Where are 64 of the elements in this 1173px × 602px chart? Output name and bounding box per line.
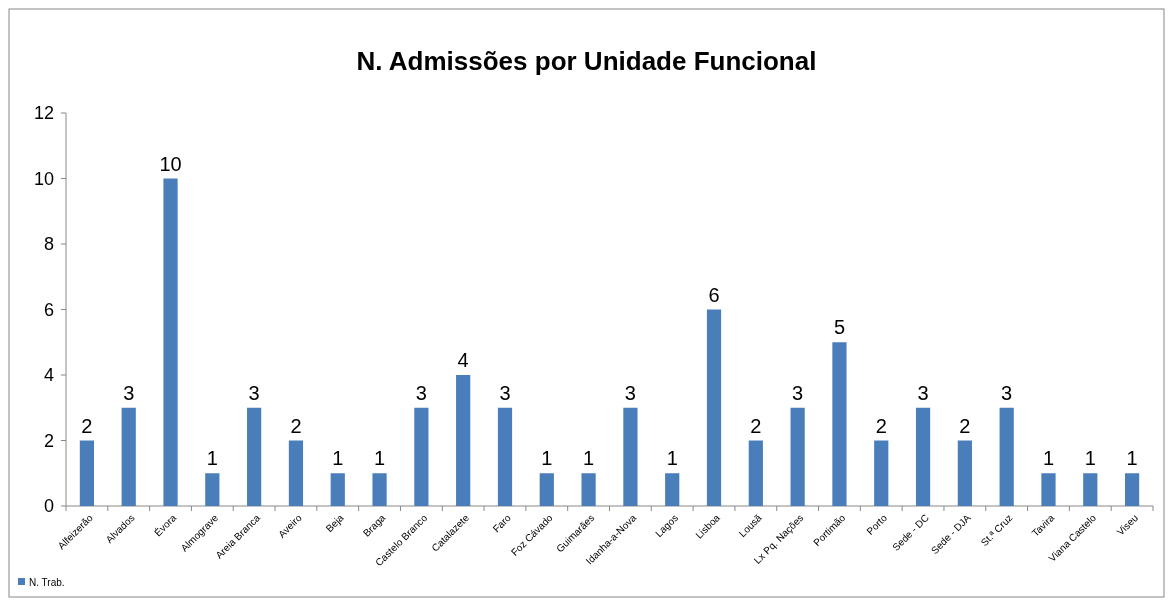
data-label: 3 — [123, 381, 135, 404]
bar — [414, 407, 429, 506]
data-label: 2 — [290, 414, 302, 437]
bar — [665, 473, 680, 506]
y-tick-label: 8 — [43, 234, 54, 255]
y-tick-label: 4 — [43, 365, 54, 386]
bar — [372, 473, 387, 506]
bar — [623, 407, 638, 506]
bar — [330, 473, 345, 506]
bar — [706, 309, 722, 506]
bar — [1083, 473, 1098, 506]
data-label: 3 — [248, 381, 260, 404]
data-label: 3 — [499, 381, 511, 404]
data-label: 1 — [1084, 447, 1096, 470]
bar — [497, 407, 513, 506]
bar — [247, 407, 262, 506]
bar — [790, 407, 805, 506]
bar — [163, 178, 178, 506]
y-tick-label: 2 — [43, 430, 54, 451]
bar — [1124, 473, 1140, 506]
chart-title: N. Admissões por Unidade Funcional — [356, 46, 817, 76]
data-label: 4 — [457, 349, 469, 371]
bar — [288, 440, 304, 506]
data-label: 1 — [583, 447, 595, 470]
bar — [539, 473, 554, 506]
data-label: 1 — [666, 447, 678, 470]
bar — [79, 440, 95, 506]
y-tick-label: 6 — [43, 299, 54, 320]
data-label: 2 — [81, 414, 93, 437]
bar — [957, 440, 972, 506]
data-label: 1 — [332, 447, 344, 470]
data-label: 1 — [541, 447, 553, 470]
bar — [832, 342, 847, 506]
bar — [874, 440, 889, 506]
data-label: 2 — [875, 414, 887, 437]
data-label: 1 — [1126, 447, 1138, 470]
bar — [999, 407, 1014, 506]
bar — [748, 440, 763, 506]
data-label: 3 — [415, 381, 427, 404]
y-tick-label: 10 — [33, 168, 54, 189]
data-label: 1 — [1042, 447, 1055, 470]
data-label: 10 — [159, 152, 182, 175]
data-label: 3 — [917, 381, 929, 404]
data-label: 3 — [792, 381, 804, 404]
data-label: 3 — [624, 381, 636, 404]
x-tick-label: Beja — [323, 511, 346, 535]
bar — [456, 375, 471, 506]
bar — [205, 473, 220, 506]
data-label: 5 — [833, 316, 845, 339]
data-label: 6 — [708, 283, 720, 306]
data-label: 2 — [750, 414, 762, 437]
y-tick-label: 12 — [33, 103, 54, 124]
data-label: 1 — [374, 447, 386, 470]
x-tick-label: Faro — [490, 511, 514, 535]
y-tick-label: 0 — [43, 496, 54, 517]
data-label: 2 — [959, 414, 971, 437]
x-tick-label: St.ª Cruz — [978, 512, 1015, 549]
bar — [581, 473, 596, 506]
data-label: 3 — [1001, 381, 1013, 404]
data-label: 1 — [206, 447, 218, 470]
bar — [915, 407, 931, 506]
bar — [1041, 473, 1056, 506]
legend-label: N. Trab. — [29, 577, 65, 588]
bar — [121, 407, 136, 506]
